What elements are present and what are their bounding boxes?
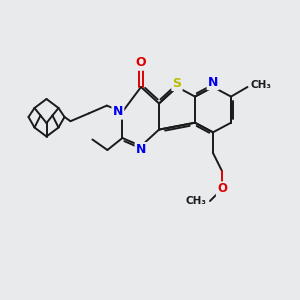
Text: CH₃: CH₃ — [186, 196, 207, 206]
Text: O: O — [136, 56, 146, 70]
Text: CH₃: CH₃ — [250, 80, 272, 90]
Text: N: N — [208, 76, 218, 89]
Text: N: N — [113, 105, 123, 119]
Text: O: O — [217, 182, 227, 196]
Text: S: S — [172, 77, 182, 90]
Text: N: N — [136, 143, 146, 156]
